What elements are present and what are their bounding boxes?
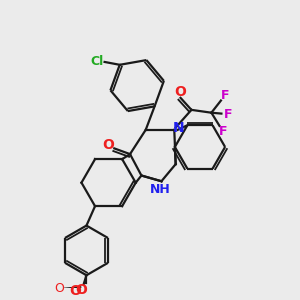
Text: O: O [54, 282, 64, 295]
Text: O: O [102, 138, 114, 152]
Text: O: O [175, 85, 187, 99]
Text: F: F [219, 125, 227, 138]
Text: Cl: Cl [90, 56, 104, 68]
Text: NH: NH [150, 183, 170, 196]
Text: F: F [224, 108, 232, 121]
Text: F: F [220, 89, 229, 102]
Text: O: O [75, 283, 87, 297]
Text: N: N [173, 121, 184, 135]
Text: O: O [70, 284, 82, 298]
